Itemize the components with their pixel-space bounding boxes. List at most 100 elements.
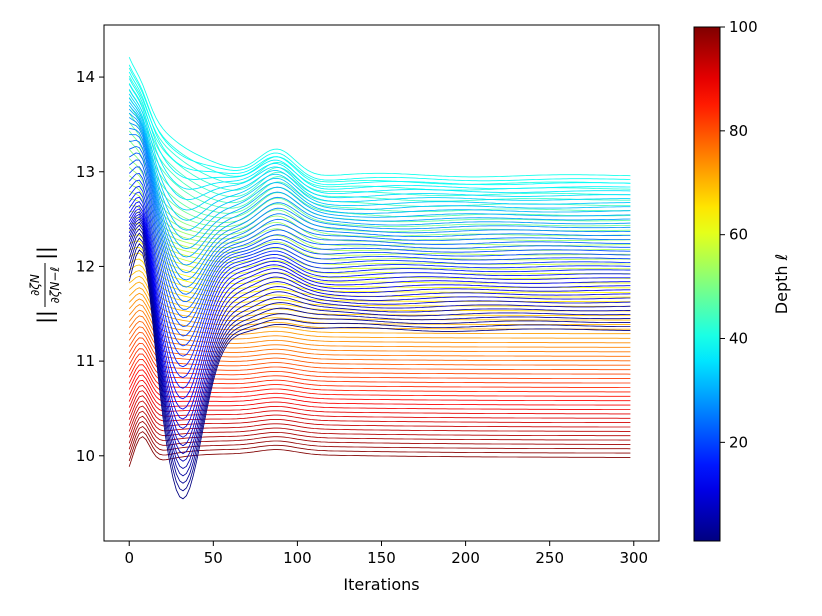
y-tick-label: 13: [76, 163, 95, 181]
series-line-depth-10: [128, 213, 631, 429]
series-line-depth-87: [128, 369, 631, 402]
colorbar: [693, 26, 721, 542]
x-tick-label: 300: [619, 549, 648, 567]
series-line-depth-96: [128, 415, 631, 444]
series-line-depth-29: [128, 112, 631, 258]
series-line-depth-1: [128, 249, 631, 500]
series-line-depth-26: [129, 127, 631, 281]
y-axis-label: ∂ζN ∂ζN−ℓ || ||: [28, 246, 62, 323]
series-line-depth-52: [128, 158, 631, 242]
series-line-depth-31: [128, 105, 631, 241]
series-line-depth-76: [128, 309, 631, 353]
series-line-depth-28: [128, 117, 631, 266]
series-line-depth-23: [129, 145, 631, 303]
series-line-depth-24: [129, 139, 631, 295]
series-line-depth-25: [129, 134, 631, 288]
series-line-depth-58: [129, 204, 631, 270]
series-line-depth-85: [128, 358, 631, 393]
x-tick-label: 50: [204, 549, 223, 567]
series-line-depth-86: [128, 364, 631, 397]
series-line-depth-12: [128, 208, 631, 410]
series-line-depth-2: [128, 243, 631, 492]
series-line-depth-33: [128, 97, 631, 221]
series-line-depth-74: [128, 298, 631, 344]
series-line-depth-55: [128, 183, 631, 256]
series-line-depth-16: [128, 191, 631, 368]
series-line-depth-63: [129, 234, 631, 293]
y-tick-label: 14: [76, 68, 95, 86]
series-line-depth-20: [128, 166, 631, 328]
x-tick-label: 200: [451, 549, 480, 567]
series-line-depth-56: [129, 190, 631, 261]
series-line-depth-6: [128, 224, 631, 462]
series-line-depth-57: [129, 197, 631, 265]
y-axis-label-denominator: ∂ζN−ℓ: [48, 267, 62, 304]
x-tick-label: 0: [124, 549, 134, 567]
series-line-depth-7: [128, 221, 631, 455]
y-tick-label: 11: [76, 352, 95, 370]
colorbar-tick-label: 80: [729, 122, 748, 140]
y-axis-label-norm-right: ||: [33, 246, 57, 259]
series-line-depth-17: [128, 185, 631, 357]
series-line-depth-39: [128, 64, 631, 182]
series-line-depth-44: [128, 90, 631, 202]
series-line-depth-27: [129, 122, 631, 274]
x-axis-ticks: 0 50 100 150 200 250 300: [124, 541, 648, 567]
y-tick-label: 10: [76, 447, 95, 465]
series-line-depth-34: [128, 93, 631, 211]
series-line-depth-35: [128, 89, 631, 201]
y-tick-label: 12: [76, 257, 95, 275]
colorbar-tick-label: 20: [729, 433, 748, 451]
y-axis-label-numerator: ∂ζN: [28, 274, 42, 296]
series-line-depth-13: [128, 205, 631, 400]
colorbar-ticks: 20 40 60 80 100: [720, 18, 758, 451]
series-line-depth-91: [128, 390, 631, 419]
series-line-depth-46: [128, 104, 631, 213]
series-line-depth-92: [128, 395, 631, 424]
series-line-depth-11: [128, 211, 631, 420]
series-line-depth-4: [128, 232, 631, 477]
series-line-depth-38: [128, 71, 631, 186]
x-tick-label: 250: [535, 549, 564, 567]
series-line-depth-32: [128, 101, 631, 231]
series-line-depth-88: [128, 374, 631, 406]
series-line-depth-54: [128, 175, 631, 252]
series-line-depth-8: [128, 218, 631, 447]
series-line-depth-90: [128, 385, 631, 415]
series-line-depth-99: [128, 431, 631, 462]
series-line-depth-15: [128, 196, 631, 378]
series-line-depth-41: [128, 67, 631, 185]
series-line-depth-9: [128, 216, 631, 438]
series-line-depth-100: [128, 436, 631, 467]
colorbar-label: Depth ℓ: [772, 254, 791, 314]
x-tick-label: 100: [283, 549, 312, 567]
series-line-depth-37: [128, 78, 631, 190]
series-line-depth-94: [128, 405, 631, 432]
series-line-depth-30: [128, 108, 631, 250]
series-line-depth-19: [128, 173, 631, 337]
y-axis-ticks: 10 11 12 13 14: [76, 68, 104, 465]
series-line-depth-73: [128, 292, 631, 339]
colorbar-tick-label: 100: [729, 18, 758, 36]
series-line-depth-22: [128, 152, 631, 310]
series-line-depth-14: [128, 201, 631, 389]
series-line-depth-70: [128, 275, 631, 326]
x-axis-label: Iterations: [343, 575, 419, 594]
series-line-depth-18: [128, 179, 631, 347]
series-line-depth-36: [128, 83, 631, 194]
series-line-depth-49: [128, 130, 631, 228]
colorbar-tick-label: 40: [729, 330, 748, 348]
x-tick-label: 150: [367, 549, 396, 567]
series-line-depth-95: [128, 410, 631, 438]
series-line-depth-5: [128, 228, 631, 470]
series-line-depth-21: [128, 159, 631, 319]
series-line-depth-98: [128, 425, 631, 456]
series-line-depth-43: [128, 83, 631, 197]
series-line-depth-3: [128, 237, 631, 484]
series-line-depth-67: [129, 258, 631, 312]
series-line-depth-89: [128, 379, 631, 410]
series-line-depth-40: [128, 57, 631, 178]
colorbar-tick-label: 60: [729, 226, 748, 244]
series-line-depth-93: [128, 400, 631, 428]
